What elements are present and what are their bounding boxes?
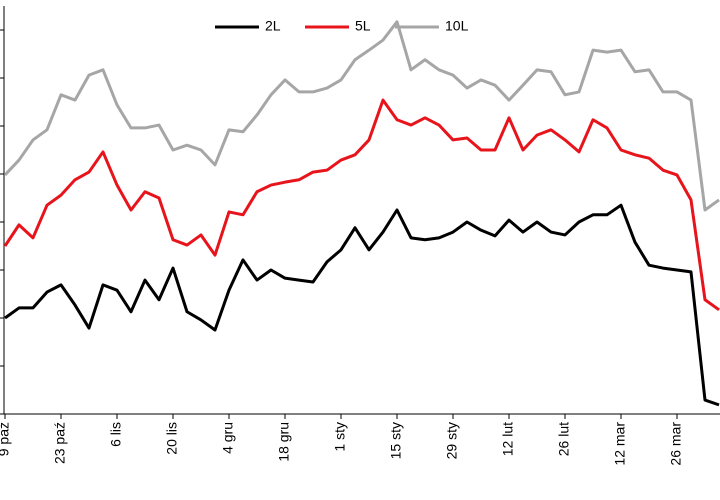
x-tick-label: 9 paź (0, 422, 12, 456)
x-tick-label: 23 paź (52, 422, 68, 464)
legend-label: 5L (355, 18, 371, 34)
x-tick-label: 12 mar (612, 422, 628, 466)
x-tick-label: 1 sty (332, 422, 348, 452)
x-tick-label: 18 gru (276, 422, 292, 462)
line-series (3, 98, 720, 312)
x-tick-label: 26 mar (668, 422, 684, 466)
x-tick-label: 29 sty (444, 422, 460, 459)
x-tick-label: 12 lut (500, 422, 516, 456)
x-tick-label: 26 lut (556, 422, 572, 456)
x-tick-label: 6 lis (108, 422, 124, 447)
line-series (3, 20, 720, 212)
legend-label: 2L (265, 18, 281, 34)
line-series (4, 203, 720, 407)
x-tick-label: 4 gru (220, 422, 236, 454)
x-tick-label: 15 sty (388, 422, 404, 459)
legend-label: 10L (445, 18, 469, 34)
x-tick-label: 20 lis (164, 422, 180, 455)
